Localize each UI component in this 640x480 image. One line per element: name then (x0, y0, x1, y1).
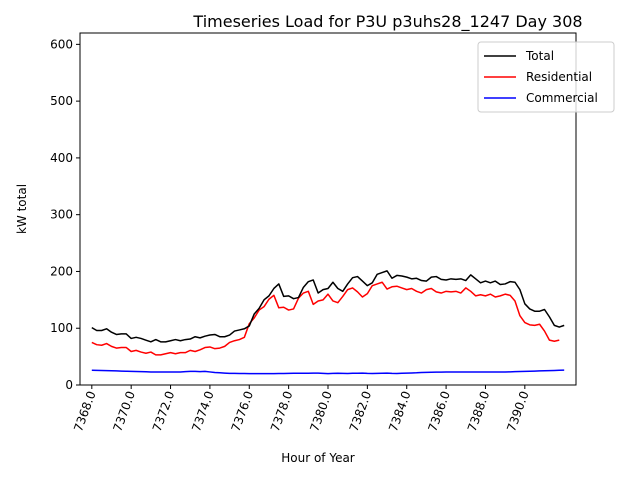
y-tick-label: 500 (50, 94, 73, 108)
legend-box (477, 41, 615, 113)
series-line-commercial (91, 369, 565, 375)
x-tick-label: 7378.0 (268, 389, 296, 433)
x-tick-label: 7372.0 (150, 389, 178, 433)
chart-title: Timeseries Load for P3U p3uhs28_1247 Day… (192, 12, 582, 32)
x-tick-label: 7374.0 (189, 389, 217, 433)
series-lines (91, 270, 565, 375)
series-line-residential (91, 281, 560, 356)
y-tick-label: 100 (50, 321, 73, 335)
legend: Total Residential Commercial (477, 41, 615, 113)
y-axis-ticks: 0 100 200 300 400 500 600 (50, 37, 80, 392)
x-axis-label: Hour of Year (281, 451, 355, 465)
x-axis-ticks: 7368.0 7370.0 7372.0 7374.0 7376.0 7378.0 7380… (71, 385, 532, 433)
y-tick-label: 300 (50, 208, 73, 222)
x-tick-label: 7368.0 (71, 389, 99, 433)
legend-label-total: Total (525, 49, 554, 63)
x-tick-label: 7386.0 (425, 389, 453, 433)
x-tick-label: 7390.0 (504, 389, 532, 433)
legend-label-commercial: Commercial (526, 91, 598, 105)
x-tick-label: 7388.0 (465, 389, 493, 433)
x-tick-label: 7376.0 (229, 389, 257, 433)
y-axis-label: kW total (15, 184, 29, 234)
legend-label-residential: Residential (526, 70, 592, 84)
x-tick-label: 7380.0 (307, 389, 335, 433)
series-line-total (91, 270, 565, 343)
plot-frame (79, 32, 577, 386)
y-tick-label: 400 (50, 151, 73, 165)
x-tick-label: 7384.0 (386, 389, 414, 433)
y-tick-label: 200 (50, 264, 73, 278)
x-tick-label: 7382.0 (347, 389, 375, 433)
y-tick-label: 0 (65, 378, 73, 392)
x-tick-label: 7370.0 (110, 389, 138, 433)
y-tick-label: 600 (50, 37, 73, 51)
